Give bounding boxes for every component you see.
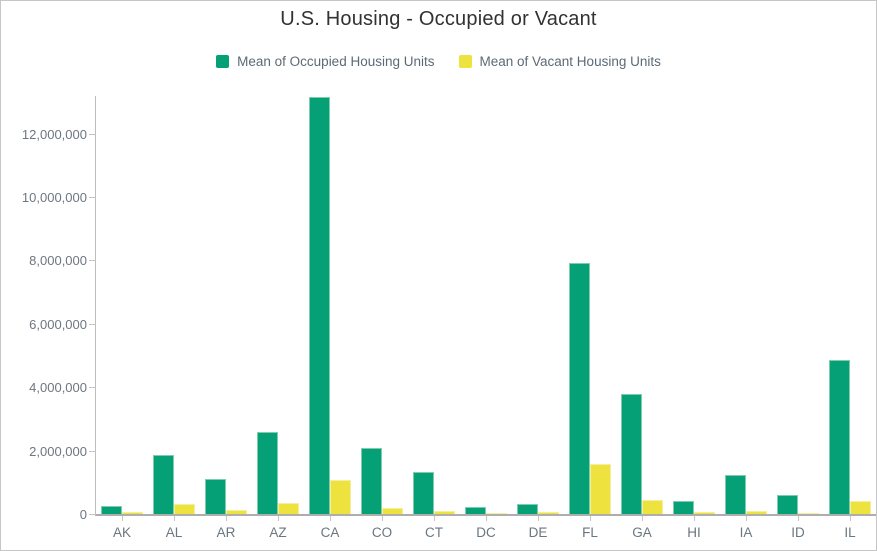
y-tick: [89, 387, 96, 388]
y-tick-label: 4,000,000: [29, 380, 87, 395]
x-axis-label: IA: [739, 525, 753, 540]
legend-label-occupied: Mean of Occupied Housing Units: [237, 54, 435, 69]
bar-vacant-AL[interactable]: [174, 503, 195, 514]
x-tick: [486, 516, 487, 521]
x-tick: [798, 516, 799, 521]
bar-occupied-HI[interactable]: [673, 501, 694, 514]
y-tick: [89, 134, 96, 135]
y-tick-label: 6,000,000: [29, 317, 87, 332]
bar-vacant-FL[interactable]: [590, 463, 611, 514]
x-axis-label: IL: [844, 525, 856, 540]
bar-occupied-FL[interactable]: [569, 262, 590, 514]
x-tick: [746, 516, 747, 521]
x-tick: [694, 516, 695, 521]
bar-occupied-IL[interactable]: [829, 360, 850, 514]
y-tick-label: 10,000,000: [21, 190, 87, 205]
x-axis-label: DC: [476, 525, 496, 540]
x-tick: [850, 516, 851, 521]
x-axis-label: AL: [165, 525, 183, 540]
bar-occupied-AR[interactable]: [205, 479, 226, 514]
x-axis-label: GA: [632, 525, 652, 540]
x-axis-label: HI: [687, 525, 701, 540]
y-tick: [89, 451, 96, 452]
bar-vacant-AZ[interactable]: [278, 502, 299, 514]
legend-item-occupied[interactable]: Mean of Occupied Housing Units: [216, 54, 435, 69]
y-axis-line: [95, 96, 96, 515]
bar-vacant-CT[interactable]: [434, 511, 455, 514]
x-axis-label: AR: [216, 525, 236, 540]
bar-vacant-AR[interactable]: [226, 509, 247, 514]
bar-chart-plot: [95, 96, 876, 516]
x-axis-label: CA: [320, 525, 340, 540]
bar-occupied-AL[interactable]: [153, 454, 174, 514]
x-axis-label: CO: [371, 525, 393, 540]
bar-occupied-GA[interactable]: [621, 393, 642, 514]
bar-occupied-AZ[interactable]: [257, 432, 278, 514]
bar-vacant-HI[interactable]: [694, 512, 715, 514]
legend-swatch-vacant: [458, 55, 472, 68]
x-tick: [590, 516, 591, 521]
x-tick: [174, 516, 175, 521]
x-axis-label: FL: [582, 525, 598, 540]
x-axis-label: ID: [791, 525, 805, 540]
bar-vacant-ID[interactable]: [798, 512, 819, 514]
x-tick: [538, 516, 539, 521]
legend-item-vacant[interactable]: Mean of Vacant Housing Units: [458, 54, 661, 69]
x-tick: [434, 516, 435, 521]
bar-occupied-CO[interactable]: [361, 447, 382, 514]
bar-occupied-CT[interactable]: [413, 471, 434, 514]
x-tick: [330, 516, 331, 521]
bar-occupied-AK[interactable]: [101, 505, 122, 514]
bar-vacant-CO[interactable]: [382, 508, 403, 514]
legend-label-vacant: Mean of Vacant Housing Units: [479, 54, 661, 69]
x-tick: [278, 516, 279, 521]
x-axis-label: AZ: [269, 525, 287, 540]
y-tick-label: 12,000,000: [21, 127, 87, 142]
bar-vacant-IL[interactable]: [850, 500, 871, 514]
x-axis-label: AK: [112, 525, 131, 540]
y-tick: [89, 260, 96, 261]
bar-vacant-IA[interactable]: [746, 510, 767, 514]
bar-vacant-GA[interactable]: [642, 499, 663, 514]
y-tick: [89, 324, 96, 325]
x-tick: [642, 516, 643, 521]
bar-occupied-DC[interactable]: [465, 506, 486, 514]
bar-occupied-ID[interactable]: [777, 494, 798, 514]
x-tick: [122, 516, 123, 521]
bar-vacant-DE[interactable]: [538, 512, 559, 514]
legend: Mean of Occupied Housing Units Mean of V…: [1, 54, 876, 69]
bar-occupied-CA[interactable]: [309, 97, 330, 514]
chart-title: U.S. Housing - Occupied or Vacant: [280, 8, 597, 30]
bar-occupied-IA[interactable]: [725, 475, 746, 514]
bar-vacant-AK[interactable]: [122, 511, 143, 514]
x-tick: [382, 516, 383, 521]
bar-occupied-DE[interactable]: [517, 503, 538, 514]
bar-vacant-DC[interactable]: [486, 513, 507, 514]
y-tick: [89, 197, 96, 198]
x-tick: [226, 516, 227, 521]
y-tick-label: 8,000,000: [29, 253, 87, 268]
bar-vacant-CA[interactable]: [330, 480, 351, 514]
x-axis-label: DE: [528, 525, 548, 540]
x-axis-line: [95, 514, 876, 516]
y-tick-label: 0: [79, 507, 87, 522]
x-axis-label: CT: [425, 525, 443, 540]
y-tick-label: 2,000,000: [29, 444, 87, 459]
y-tick: [89, 514, 96, 515]
legend-swatch-occupied: [216, 55, 230, 68]
